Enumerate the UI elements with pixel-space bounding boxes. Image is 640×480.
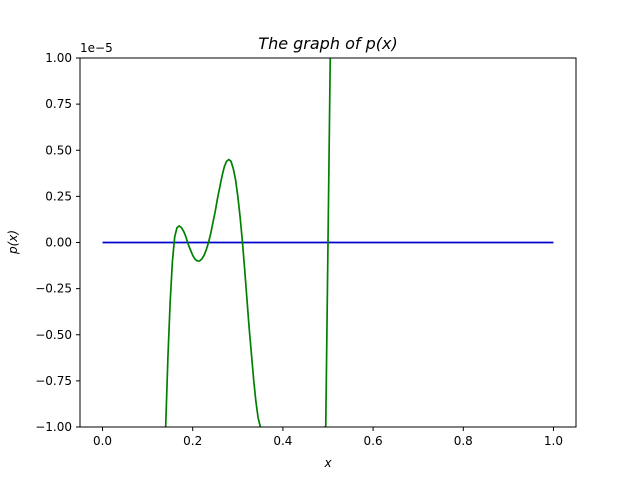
x-tick-label: 0.8 [454, 434, 473, 448]
x-tick-label: 0.4 [273, 434, 292, 448]
y-tick-label: 0.50 [45, 143, 72, 157]
y-tick-label: −0.50 [35, 328, 72, 342]
x-axis-ticks: 0.0 0.2 0.4 0.6 0.8 1.0 [93, 427, 563, 448]
x-axis-label: x [323, 456, 332, 470]
y-axis-label: p(x) [6, 230, 20, 255]
y-tick-label: −0.25 [35, 282, 72, 296]
chart-title: The graph of p(x) [258, 34, 397, 53]
y-tick-label: 1.00 [45, 51, 72, 65]
x-tick-label: 0.0 [93, 434, 112, 448]
x-tick-label: 0.2 [183, 434, 202, 448]
y-tick-label: −0.75 [35, 374, 72, 388]
x-tick-label: 0.6 [364, 434, 383, 448]
y-axis-offset-label: 1e−5 [80, 41, 113, 55]
x-tick-label: 1.0 [544, 434, 563, 448]
y-tick-label: 0.00 [45, 236, 72, 250]
y-axis-ticks: 1.00 0.75 0.50 0.25 0.00 −0.25 −0.50 −0.75 −1.00 [35, 51, 80, 434]
series-layer [102, 58, 554, 427]
y-tick-label: −1.00 [35, 420, 72, 434]
y-tick-label: 0.75 [45, 97, 72, 111]
series-line-2 [164, 58, 332, 427]
y-tick-label: 0.25 [45, 189, 72, 203]
